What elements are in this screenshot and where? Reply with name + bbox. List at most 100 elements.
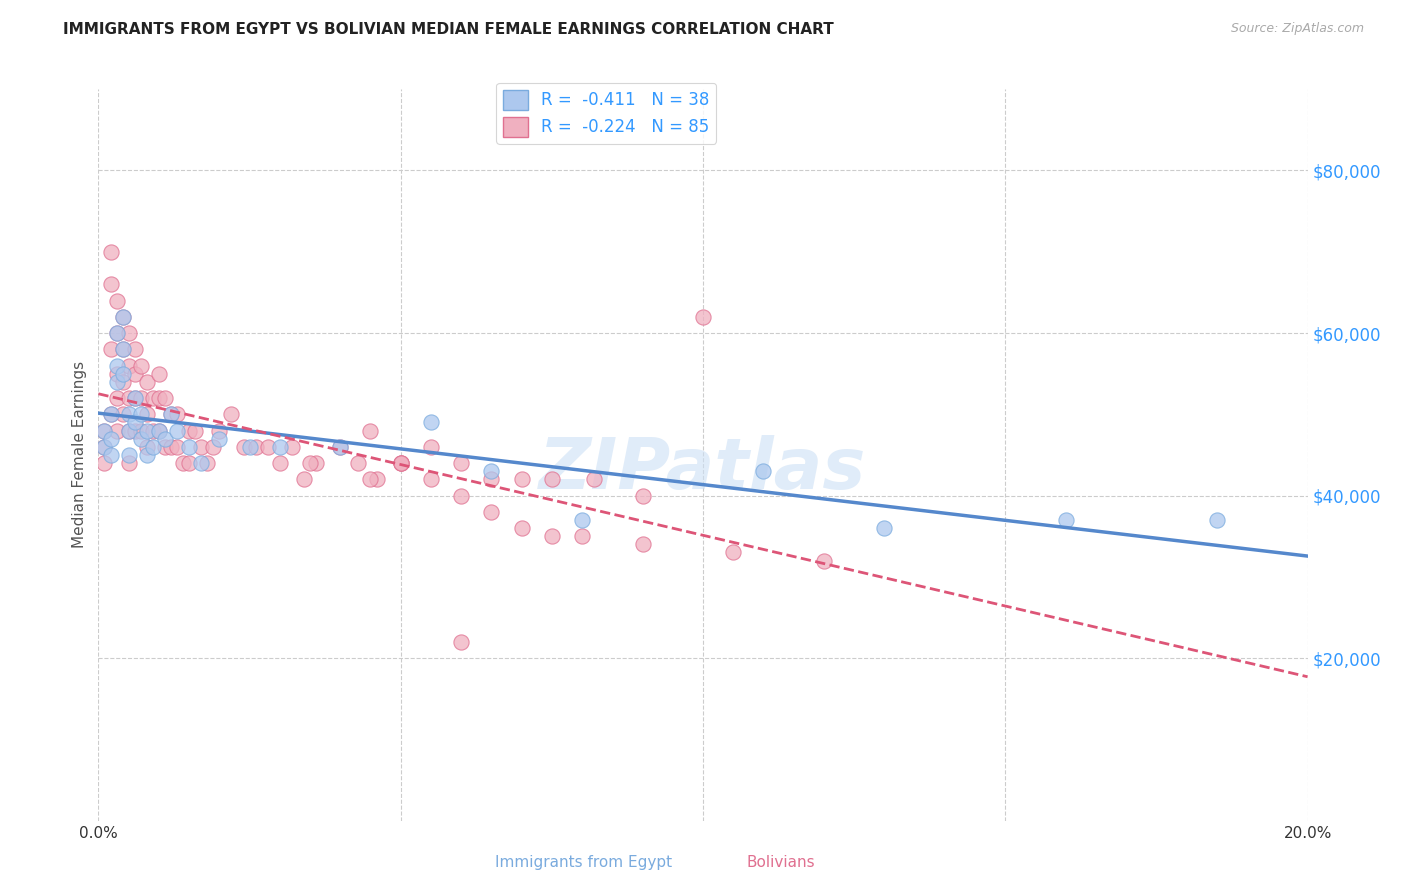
Text: Bolivians: Bolivians: [747, 855, 814, 870]
Point: [166, 424, 188, 438]
Point: [190, 440, 212, 454]
Point: [245, 440, 267, 454]
Point: [142, 424, 165, 438]
Point: [105, 424, 128, 438]
Point: [111, 343, 134, 357]
Point: [281, 440, 304, 454]
Point: [129, 424, 152, 438]
Point: [118, 448, 141, 462]
Point: [232, 440, 254, 454]
Point: [111, 407, 134, 421]
Point: [105, 391, 128, 405]
Point: [142, 391, 165, 405]
Point: [118, 424, 141, 438]
Point: [153, 440, 176, 454]
Point: [752, 464, 775, 478]
Point: [540, 529, 562, 543]
Text: Immigrants from Egypt: Immigrants from Egypt: [495, 855, 672, 870]
Point: [583, 472, 606, 486]
Point: [160, 407, 183, 421]
Point: [1206, 513, 1229, 527]
Point: [420, 416, 443, 430]
Point: [100, 343, 122, 357]
Point: [1054, 513, 1077, 527]
Point: [299, 456, 322, 470]
Point: [118, 326, 141, 340]
Point: [450, 456, 472, 470]
Point: [135, 424, 157, 438]
Point: [389, 456, 412, 470]
Point: [221, 407, 243, 421]
Text: ZIPatlas: ZIPatlas: [540, 435, 866, 504]
Point: [481, 505, 503, 519]
Point: [148, 424, 170, 438]
Point: [450, 489, 472, 503]
Point: [93, 424, 115, 438]
Point: [100, 448, 122, 462]
Point: [100, 407, 122, 421]
Point: [481, 464, 503, 478]
Point: [105, 375, 128, 389]
Point: [179, 424, 201, 438]
Point: [118, 407, 141, 421]
Point: [481, 472, 503, 486]
Point: [873, 521, 896, 535]
Point: [208, 432, 231, 446]
Point: [420, 472, 443, 486]
Point: [540, 472, 562, 486]
Point: [105, 293, 128, 308]
Point: [389, 456, 412, 470]
Point: [135, 375, 157, 389]
Point: [450, 635, 472, 649]
Point: [129, 391, 152, 405]
Point: [118, 456, 141, 470]
Point: [347, 456, 370, 470]
Point: [571, 513, 593, 527]
Point: [692, 310, 714, 324]
Point: [510, 472, 533, 486]
Y-axis label: Median Female Earnings: Median Female Earnings: [72, 361, 87, 549]
Point: [166, 407, 188, 421]
Point: [105, 359, 128, 373]
Text: Source: ZipAtlas.com: Source: ZipAtlas.com: [1230, 22, 1364, 36]
Point: [195, 456, 218, 470]
Point: [124, 424, 146, 438]
Point: [100, 407, 122, 421]
Point: [111, 375, 134, 389]
Point: [118, 391, 141, 405]
Point: [153, 391, 176, 405]
Point: [129, 359, 152, 373]
Point: [208, 424, 231, 438]
Point: [111, 367, 134, 381]
Point: [360, 472, 382, 486]
Point: [166, 440, 188, 454]
Point: [420, 440, 443, 454]
Point: [105, 367, 128, 381]
Point: [184, 424, 207, 438]
Point: [510, 521, 533, 535]
Point: [124, 391, 146, 405]
Point: [111, 310, 134, 324]
Point: [93, 424, 115, 438]
Point: [124, 391, 146, 405]
Point: [124, 367, 146, 381]
Point: [93, 440, 115, 454]
Point: [93, 440, 115, 454]
Point: [329, 440, 352, 454]
Point: [571, 529, 593, 543]
Point: [360, 424, 382, 438]
Point: [631, 537, 654, 551]
Point: [148, 391, 170, 405]
Point: [105, 326, 128, 340]
Point: [135, 407, 157, 421]
Point: [292, 472, 315, 486]
Point: [239, 440, 262, 454]
Point: [111, 310, 134, 324]
Point: [179, 440, 201, 454]
Point: [124, 343, 146, 357]
Point: [135, 448, 157, 462]
Point: [100, 244, 122, 259]
Legend: R =  -0.411   N = 38, R =  -0.224   N = 85: R = -0.411 N = 38, R = -0.224 N = 85: [496, 83, 716, 144]
Point: [190, 456, 212, 470]
Point: [129, 432, 152, 446]
